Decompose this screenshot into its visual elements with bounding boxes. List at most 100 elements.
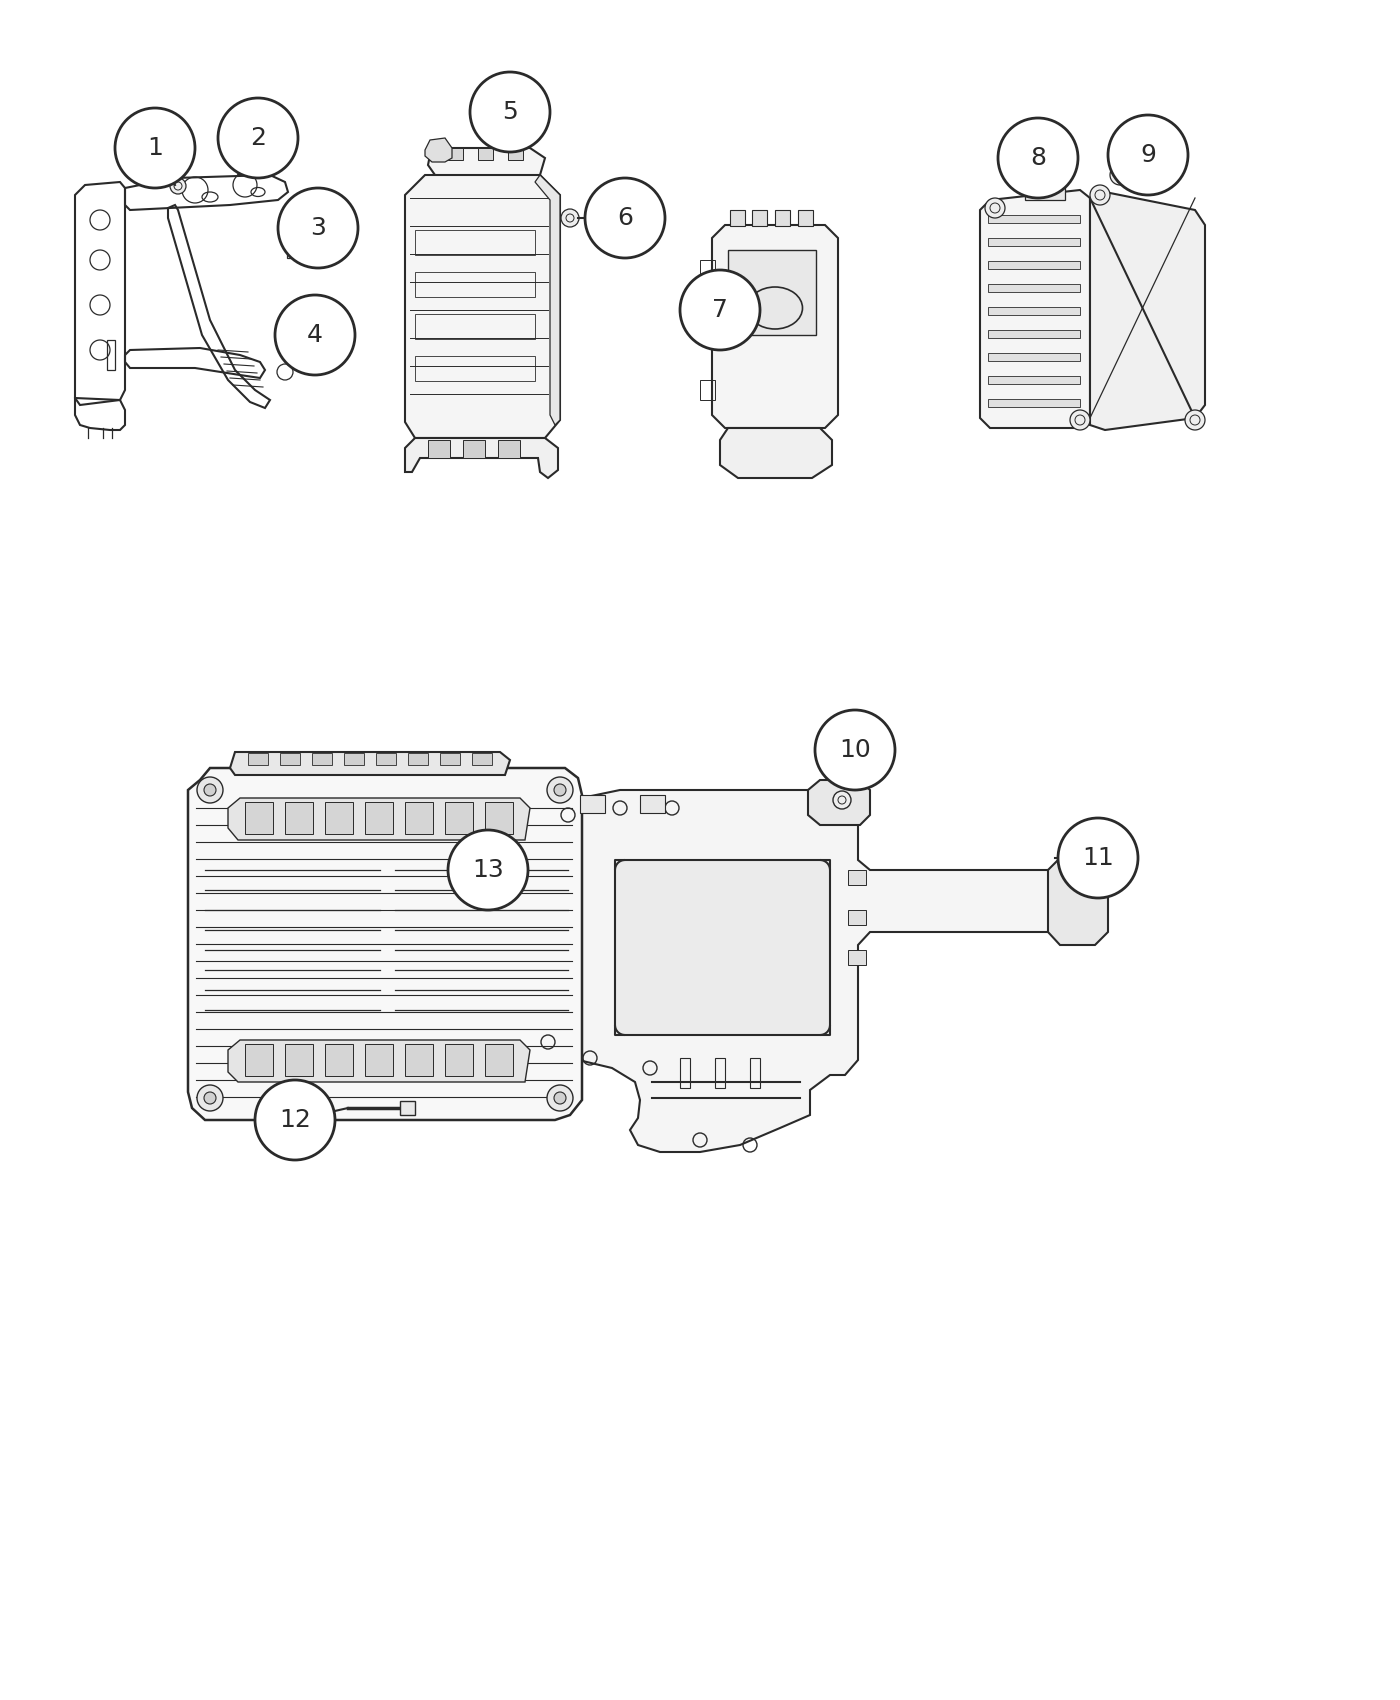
Bar xyxy=(988,284,1079,292)
Polygon shape xyxy=(720,428,832,478)
Circle shape xyxy=(169,178,186,194)
Circle shape xyxy=(274,296,356,376)
Text: 4: 4 xyxy=(307,323,323,347)
Bar xyxy=(477,148,493,160)
Circle shape xyxy=(1107,116,1189,196)
Bar xyxy=(988,238,1079,246)
Bar xyxy=(988,214,1079,223)
Bar xyxy=(729,211,745,226)
Circle shape xyxy=(547,777,573,802)
Bar xyxy=(440,753,461,765)
Circle shape xyxy=(815,711,895,791)
Bar xyxy=(640,796,665,813)
Circle shape xyxy=(255,1080,335,1159)
Circle shape xyxy=(197,777,223,802)
Bar xyxy=(988,376,1079,384)
Bar xyxy=(752,211,767,226)
Text: 11: 11 xyxy=(1082,847,1114,870)
Circle shape xyxy=(833,790,851,809)
Bar xyxy=(405,1044,433,1076)
Bar xyxy=(248,753,267,765)
Text: 13: 13 xyxy=(472,858,504,882)
Bar xyxy=(848,870,867,886)
Text: 12: 12 xyxy=(279,1108,311,1132)
Text: 3: 3 xyxy=(309,216,326,240)
Bar xyxy=(848,950,867,966)
Bar xyxy=(400,1102,414,1115)
Circle shape xyxy=(204,784,216,796)
Bar xyxy=(377,753,396,765)
Polygon shape xyxy=(405,175,560,439)
Bar xyxy=(463,440,484,457)
Circle shape xyxy=(585,178,665,258)
Bar xyxy=(280,753,300,765)
Text: 2: 2 xyxy=(251,126,266,150)
Circle shape xyxy=(547,1085,573,1112)
Bar xyxy=(414,230,535,255)
Bar xyxy=(1025,178,1065,201)
Bar xyxy=(325,1044,353,1076)
Text: 6: 6 xyxy=(617,206,633,230)
Polygon shape xyxy=(228,1040,531,1081)
Circle shape xyxy=(554,1091,566,1103)
Bar xyxy=(700,260,715,281)
Polygon shape xyxy=(188,768,582,1120)
Bar xyxy=(580,796,605,813)
Polygon shape xyxy=(535,175,560,425)
Bar xyxy=(680,1057,690,1088)
Bar xyxy=(750,1057,760,1088)
Circle shape xyxy=(680,270,760,350)
Bar xyxy=(325,802,353,835)
Circle shape xyxy=(204,1091,216,1103)
Circle shape xyxy=(218,99,298,178)
Bar xyxy=(414,314,535,338)
Circle shape xyxy=(986,197,1005,218)
Bar xyxy=(287,241,309,258)
Bar xyxy=(414,272,535,298)
Bar xyxy=(290,245,300,255)
Bar xyxy=(407,753,428,765)
Text: 10: 10 xyxy=(839,738,871,762)
Circle shape xyxy=(1058,818,1138,898)
Polygon shape xyxy=(1049,858,1107,945)
Polygon shape xyxy=(528,790,1060,1153)
Bar xyxy=(848,910,867,925)
Bar xyxy=(700,381,715,400)
Bar xyxy=(428,440,449,457)
Circle shape xyxy=(115,109,195,189)
Polygon shape xyxy=(405,439,559,478)
Circle shape xyxy=(1070,410,1091,430)
Bar xyxy=(484,802,512,835)
Polygon shape xyxy=(713,224,839,428)
Bar xyxy=(245,802,273,835)
Text: 9: 9 xyxy=(1140,143,1156,167)
Circle shape xyxy=(554,784,566,796)
Bar xyxy=(728,250,816,335)
Circle shape xyxy=(448,830,528,910)
Bar xyxy=(448,148,463,160)
Bar xyxy=(312,753,332,765)
Bar xyxy=(344,753,364,765)
Polygon shape xyxy=(426,138,452,162)
Bar xyxy=(365,802,393,835)
Polygon shape xyxy=(428,148,545,178)
Bar xyxy=(365,1044,393,1076)
Bar xyxy=(286,1044,314,1076)
Bar xyxy=(245,1044,273,1076)
Bar xyxy=(405,802,433,835)
Text: 8: 8 xyxy=(1030,146,1046,170)
Circle shape xyxy=(998,117,1078,197)
Circle shape xyxy=(294,298,316,320)
Circle shape xyxy=(561,209,580,228)
Text: 5: 5 xyxy=(503,100,518,124)
Text: 7: 7 xyxy=(713,298,728,321)
Polygon shape xyxy=(1091,192,1205,430)
Bar xyxy=(445,802,473,835)
Bar xyxy=(414,355,535,381)
Circle shape xyxy=(470,71,550,151)
Polygon shape xyxy=(230,751,510,775)
Bar xyxy=(988,262,1079,269)
Bar xyxy=(776,211,790,226)
Bar xyxy=(988,308,1079,314)
Bar xyxy=(988,400,1079,406)
